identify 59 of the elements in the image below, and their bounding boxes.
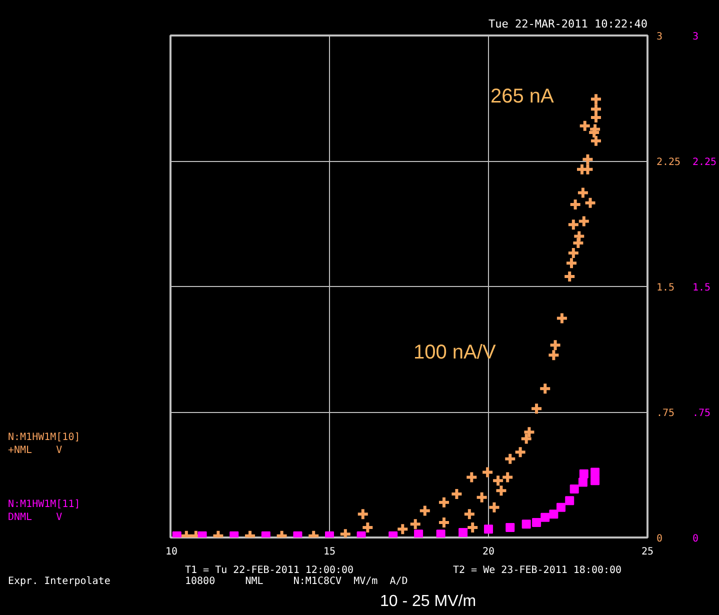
point: [548, 338, 562, 352]
point: [568, 198, 582, 212]
point: [547, 348, 560, 362]
y2-tick-label: 0: [656, 534, 663, 544]
point: [475, 490, 488, 504]
point: [450, 487, 464, 500]
text: T1 = Tu 22-FEB-2011 12:00:00: [185, 565, 354, 576]
x-tick-label: 25: [641, 546, 654, 558]
point: [581, 152, 594, 166]
y-tick-label: 3: [692, 32, 699, 42]
text: Expr. Interpolate: [8, 576, 110, 588]
x-tick-label: 20: [482, 546, 495, 558]
point: [504, 452, 517, 466]
text: N:M1HW1M[10] +NML V: [8, 432, 80, 457]
point: [555, 312, 568, 325]
point: [565, 256, 578, 270]
point: [578, 119, 592, 132]
point: [514, 446, 527, 459]
point: [577, 214, 590, 228]
point: [356, 508, 370, 521]
text: N:M1HW1M[11] DNML V: [8, 499, 80, 524]
point: [563, 270, 576, 283]
point: [437, 516, 450, 529]
point: [566, 218, 580, 232]
text: 10 - 25 MV/m: [380, 592, 476, 612]
point: [418, 504, 432, 518]
point: [576, 186, 590, 200]
point: [589, 134, 602, 148]
point: [488, 500, 501, 514]
y2-tick-label: 3: [656, 32, 663, 42]
point: [465, 470, 478, 484]
point: [481, 466, 494, 479]
point: [589, 92, 602, 106]
annotation: 265 nA: [490, 86, 555, 108]
text: T2 = We 23-FEB-2011 18:00:00: [453, 565, 622, 577]
point: [462, 508, 476, 521]
point: [584, 196, 597, 210]
y-tick-label: 1.5: [692, 282, 711, 294]
point: [396, 522, 410, 536]
point: [589, 102, 602, 116]
y-tick-label: 0: [692, 534, 699, 544]
x-tick-label: 10: [166, 546, 178, 558]
point: [408, 518, 422, 531]
point: [538, 382, 552, 396]
point: [361, 520, 374, 534]
point: [566, 246, 580, 260]
y-tick-label: .75: [692, 408, 711, 419]
chart-title: Tue 22-MAR-2011 10:22:40: [488, 18, 648, 30]
text: 10800 NML N:M1C8CV MV/m A/D: [185, 576, 408, 588]
point: [494, 484, 508, 498]
y2-tick-label: .75: [656, 408, 675, 419]
point: [588, 122, 602, 136]
point: [437, 496, 450, 509]
y2-tick-label: 1.5: [656, 282, 675, 294]
y2-tick-label: 2.25: [656, 157, 681, 168]
x-tick-label: 15: [323, 546, 336, 558]
point: [466, 520, 480, 534]
point: [530, 402, 544, 416]
y-tick-label: 2.25: [692, 157, 717, 168]
